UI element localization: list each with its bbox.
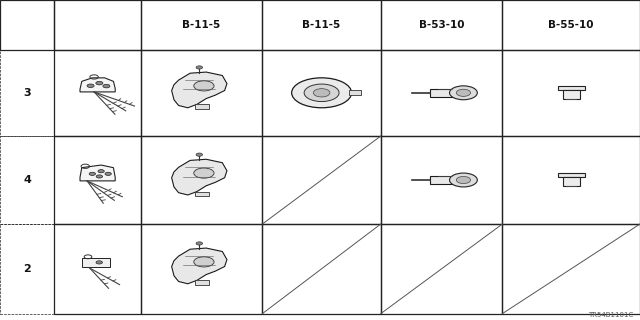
Bar — [349, 90, 361, 95]
Bar — [141, 224, 262, 314]
Bar — [54, 0, 141, 50]
Circle shape — [449, 173, 477, 187]
Circle shape — [304, 84, 339, 101]
Bar — [558, 85, 584, 90]
Polygon shape — [172, 72, 227, 108]
Circle shape — [456, 89, 470, 96]
Circle shape — [98, 170, 104, 173]
Circle shape — [456, 176, 470, 184]
Circle shape — [194, 81, 214, 91]
Bar — [381, 50, 502, 136]
Bar — [502, 136, 640, 224]
Bar — [429, 176, 458, 184]
Bar — [262, 50, 381, 136]
Bar — [195, 104, 209, 109]
Text: B-53-10: B-53-10 — [419, 20, 465, 30]
Bar — [195, 280, 209, 285]
Bar — [54, 50, 141, 136]
Bar — [558, 173, 584, 177]
Bar — [502, 0, 640, 50]
Bar — [563, 90, 580, 99]
Bar — [381, 224, 502, 314]
Bar — [381, 136, 502, 224]
Bar — [0, 50, 54, 136]
Circle shape — [314, 89, 330, 97]
Text: B-11-5: B-11-5 — [182, 20, 221, 30]
Circle shape — [96, 175, 102, 178]
Text: 4: 4 — [23, 175, 31, 185]
Bar — [141, 0, 262, 50]
Text: B-55-10: B-55-10 — [548, 20, 594, 30]
Bar — [502, 224, 640, 314]
Text: TR54B1101C: TR54B1101C — [588, 312, 634, 318]
Circle shape — [292, 78, 351, 108]
Circle shape — [87, 84, 94, 87]
Bar — [563, 177, 580, 186]
Polygon shape — [172, 248, 227, 284]
Circle shape — [196, 66, 202, 69]
Bar — [262, 224, 381, 314]
Circle shape — [196, 153, 202, 156]
Bar — [502, 50, 640, 136]
Bar — [0, 224, 54, 314]
Circle shape — [103, 84, 110, 88]
Text: 3: 3 — [24, 88, 31, 98]
Bar — [54, 224, 141, 314]
Circle shape — [194, 257, 214, 267]
Bar — [54, 136, 141, 224]
Polygon shape — [172, 159, 227, 195]
Circle shape — [449, 86, 477, 100]
Circle shape — [105, 172, 111, 175]
Bar — [141, 136, 262, 224]
Circle shape — [96, 81, 103, 85]
Bar — [0, 0, 54, 50]
Bar — [262, 136, 381, 224]
Circle shape — [196, 242, 202, 245]
Bar — [195, 191, 209, 196]
Circle shape — [89, 172, 95, 175]
Polygon shape — [80, 78, 115, 92]
Bar — [262, 0, 381, 50]
Bar — [0, 136, 54, 224]
Bar — [141, 50, 262, 136]
Polygon shape — [80, 165, 115, 181]
Text: 2: 2 — [23, 264, 31, 274]
Text: B-11-5: B-11-5 — [303, 20, 340, 30]
Bar — [82, 258, 111, 267]
Circle shape — [96, 261, 102, 264]
Bar — [429, 89, 458, 97]
Circle shape — [194, 168, 214, 178]
Bar — [381, 0, 502, 50]
